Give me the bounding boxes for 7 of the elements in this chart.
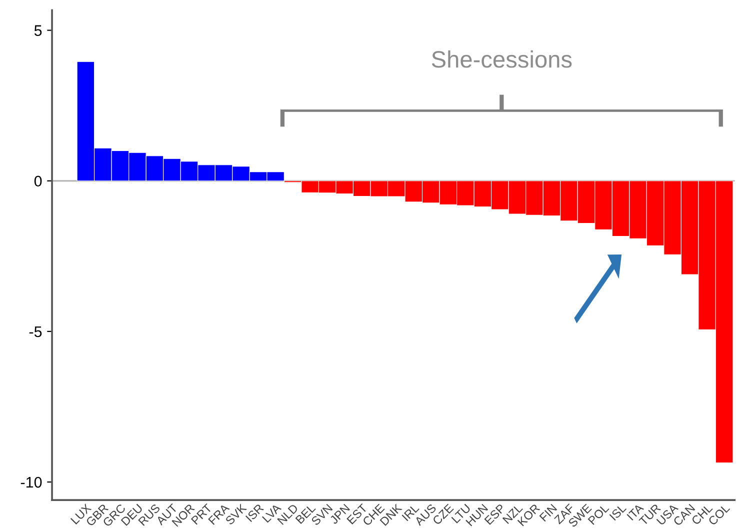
y-tick-label: 0: [34, 176, 42, 187]
x-tick-label: ISL: [609, 503, 627, 521]
x-tick-label: ISR: [245, 503, 264, 522]
annotation: She-cessions: [432, 50, 572, 68]
y-tick-label: -10: [20, 476, 42, 488]
y-tick-label: -5: [29, 326, 42, 338]
y-tick-label: 5: [34, 25, 42, 36]
